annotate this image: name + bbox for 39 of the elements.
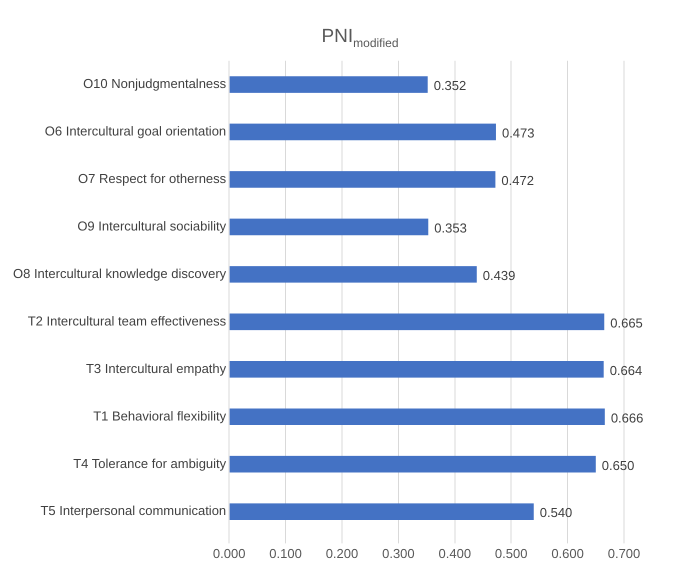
data-label: 0.472 [501, 173, 534, 188]
bar [230, 171, 496, 188]
data-label: 0.439 [482, 268, 516, 283]
y-tick-label: O7 Respect for otherness [78, 171, 227, 186]
data-label: 0.473 [502, 126, 535, 141]
y-tick-label: O9 Intercultural sociability [77, 218, 227, 234]
data-label: 0.540 [540, 505, 572, 520]
y-tick-label: O8 Intercultural knowledge discovery [12, 266, 227, 281]
y-tick-label: T2 Intercultural team effectiveness [28, 313, 227, 328]
bar [230, 266, 477, 283]
x-tick-label: 0.600 [551, 546, 584, 561]
data-label: 0.665 [610, 315, 643, 330]
y-tick-label: O10 Nonjudgmentalness [83, 76, 227, 92]
data-label: 0.650 [602, 458, 634, 473]
bar [230, 360, 604, 378]
x-tick-label: 0.500 [494, 546, 528, 561]
chart-title: PNI$_{modified}$ [320, 26, 400, 50]
bar [230, 76, 428, 93]
y-tick-label: T3 Intercultural empathy [86, 360, 227, 376]
bar [230, 314, 604, 330]
y-tick-label: O6 Intercultural goal orientation [44, 124, 226, 139]
bar [230, 408, 605, 426]
x-tick-label: 0.400 [438, 546, 472, 561]
x-tick-label: 0.100 [269, 546, 302, 561]
x-tick-label: 0.300 [382, 546, 415, 561]
data-label: 0.352 [434, 78, 466, 94]
bar [230, 503, 534, 520]
data-label: 0.664 [610, 362, 642, 378]
x-tick-label: 0.000 [212, 546, 246, 561]
x-tick-label: 0.700 [608, 546, 640, 561]
y-tick-label: T5 Interpersonal communication [40, 503, 226, 518]
x-tick-label: 0.200 [326, 546, 358, 561]
bar [230, 124, 496, 140]
data-label: 0.353 [434, 220, 467, 236]
y-tick-label: T4 Tolerance for ambiguity [73, 456, 227, 471]
bar [230, 218, 428, 236]
bar [230, 456, 596, 473]
y-tick-label: T1 Behavioral flexibility [93, 408, 227, 424]
data-label: 0.666 [610, 410, 644, 426]
